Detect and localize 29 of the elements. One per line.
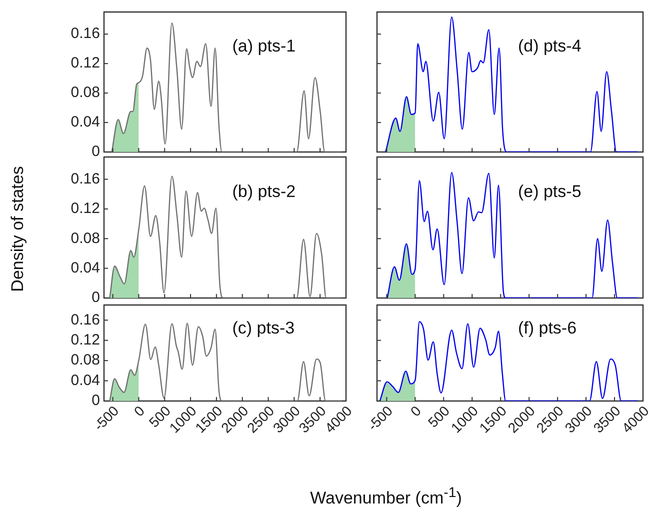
y-tick-label: 0.08 bbox=[70, 230, 100, 247]
y-tick-label: 0.04 bbox=[70, 259, 100, 276]
y-tick-label: 0.04 bbox=[70, 372, 100, 389]
y-tick-label: 0.08 bbox=[70, 352, 100, 369]
annotation: (b) pts-2 bbox=[232, 182, 296, 201]
annotation: (c) pts-3 bbox=[232, 318, 295, 338]
x-tick-label: 0 bbox=[130, 402, 148, 420]
y-tick-label: 0.04 bbox=[70, 114, 100, 131]
y-tick-label: 0.12 bbox=[70, 200, 100, 218]
y-tick-label: 0.12 bbox=[70, 332, 100, 349]
line-series bbox=[109, 322, 342, 401]
annotation: (a) pts-1 bbox=[232, 36, 296, 56]
annotation: (e) pts-5 bbox=[518, 182, 582, 201]
line-series bbox=[111, 22, 342, 152]
x-tick-label: -500 bbox=[364, 402, 396, 434]
y-tick-label: 0 bbox=[92, 143, 100, 160]
annotation: (f) pts-6 bbox=[518, 318, 577, 338]
y-tick-label: 0.08 bbox=[70, 84, 100, 102]
line-series bbox=[109, 176, 342, 298]
y-tick-label: 0.16 bbox=[70, 170, 100, 188]
y-tick-label: 0.12 bbox=[70, 54, 100, 72]
y-axis-title: Density of states bbox=[8, 166, 28, 292]
x-tick-label: 500 bbox=[424, 402, 453, 430]
x-tick-label: 0 bbox=[407, 402, 424, 420]
x-axis-title: Wavenumber (cm$^{-1}$) bbox=[310, 485, 462, 509]
y-tick-label: 0 bbox=[92, 289, 100, 306]
annotation: (d) pts-4 bbox=[518, 36, 582, 56]
y-tick-label: 0.16 bbox=[70, 25, 100, 42]
y-tick-label: 0.16 bbox=[70, 311, 100, 328]
